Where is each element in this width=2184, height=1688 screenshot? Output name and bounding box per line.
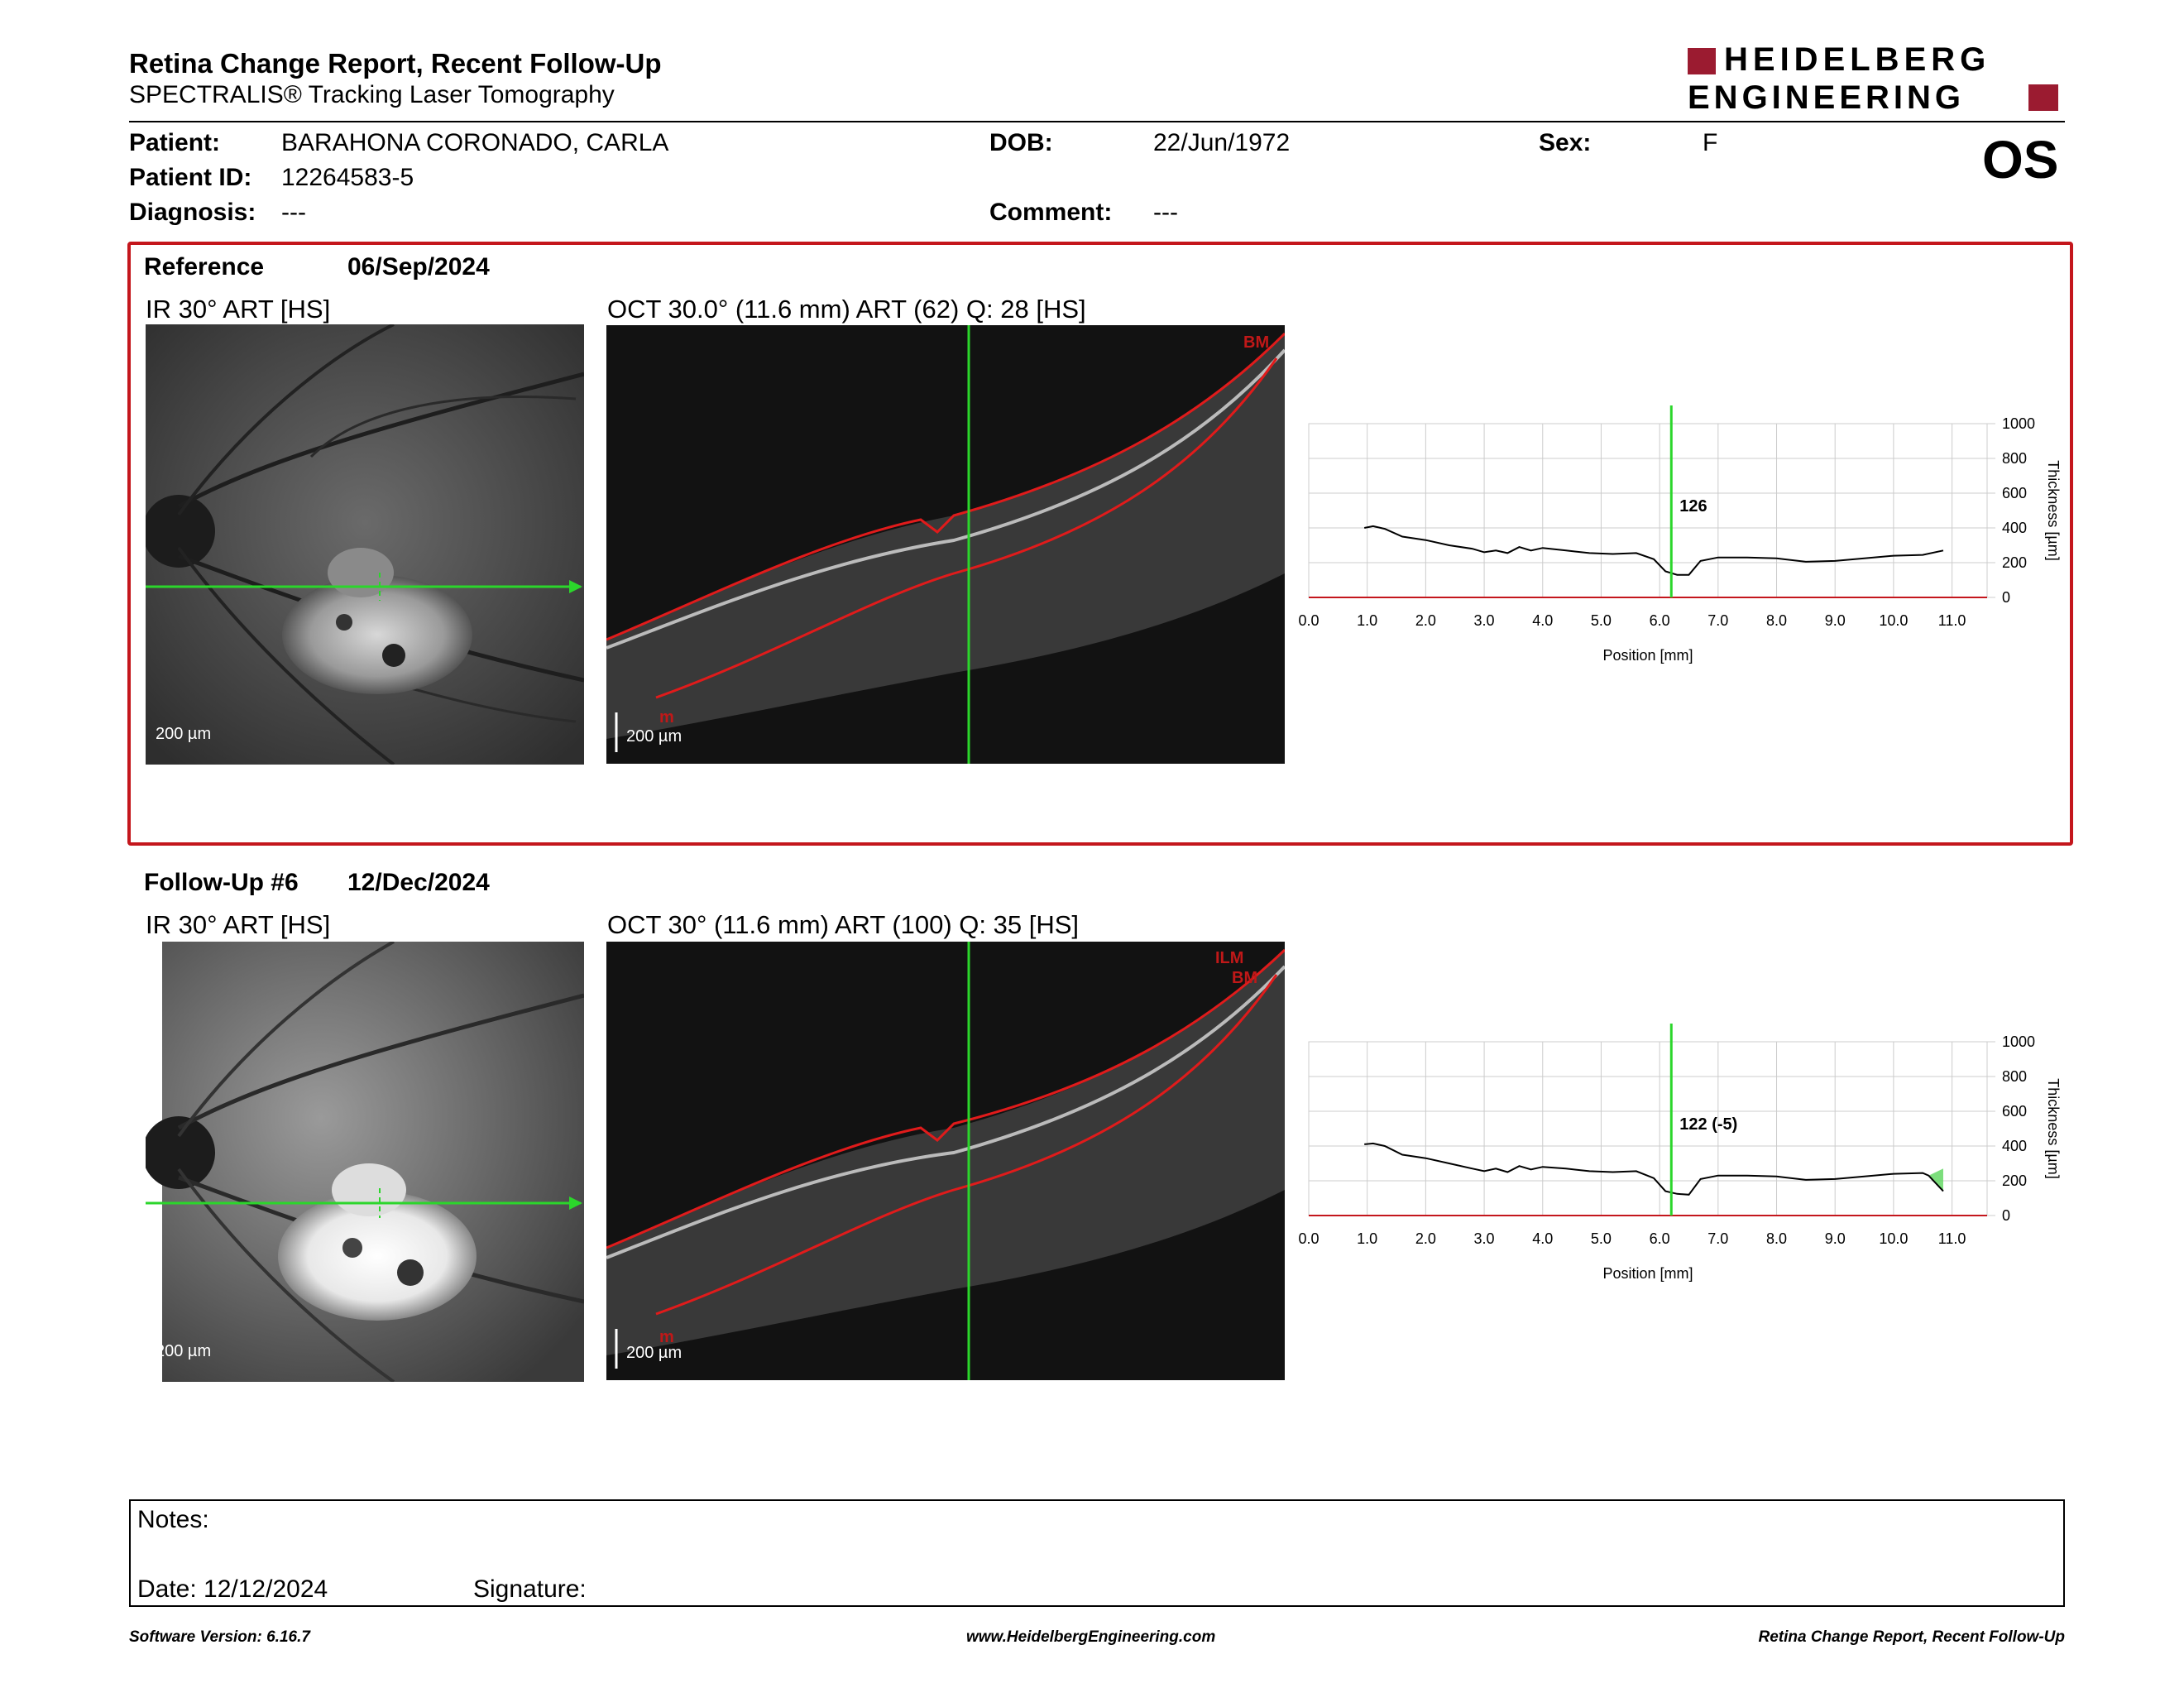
reference-date: 06/Sep/2024 <box>347 253 490 281</box>
followup-y-axis-label: Thickness [µm] <box>2045 1078 2062 1178</box>
reference-y-tick-label: 600 <box>2002 485 2027 501</box>
reference-x-axis-label: Position [mm] <box>1602 647 1693 664</box>
reference-x-tick-label: 9.0 <box>1825 612 1846 629</box>
comment-label: Comment: <box>989 199 1113 226</box>
reference-x-tick-label: 10.0 <box>1879 612 1908 629</box>
report-title: Retina Change Report, Recent Follow-Up <box>129 48 662 79</box>
followup-x-tick-label: 6.0 <box>1650 1230 1670 1247</box>
followup-date: 12/Dec/2024 <box>347 869 490 896</box>
reference-x-tick-label: 7.0 <box>1707 612 1728 629</box>
reference-y-tick-label: 800 <box>2002 450 2027 467</box>
followup-x-tick-label: 9.0 <box>1825 1230 1846 1247</box>
sex-label: Sex: <box>1539 129 1592 156</box>
reference-y-axis-label: Thickness [µm] <box>2045 460 2062 560</box>
followup-x-tick-label: 2.0 <box>1415 1230 1436 1247</box>
reference-y-tick-label: 1000 <box>2002 415 2035 432</box>
diagnosis-label: Diagnosis: <box>129 199 256 226</box>
notes-box[interactable]: Notes: Date: 12/12/2024 Signature: <box>129 1499 2065 1607</box>
followup-x-tick-label: 10.0 <box>1879 1230 1908 1247</box>
reference-thickness-chart: 0.0 1.0 2.0 3.0 4.0 5.0 6.0 7.0 8.0 9.0 10.0 11.0 0 2… <box>1298 405 2062 664</box>
reference-frame <box>127 242 2073 846</box>
reference-x-tick-label: 3.0 <box>1474 612 1495 629</box>
dob-label: DOB: <box>989 129 1053 156</box>
followup-y-tick-label: 200 <box>2002 1172 2027 1189</box>
sex-value: F <box>1703 129 1718 156</box>
followup-y-tick-label: 400 <box>2002 1138 2027 1154</box>
reference-ir-image[interactable]: 200 µm <box>146 324 584 765</box>
followup-y-tick-label: 0 <box>2002 1207 2010 1224</box>
reference-y-tick-label: 200 <box>2002 554 2027 571</box>
patient-id-label: Patient ID: <box>129 164 252 191</box>
reference-ir-caption: IR 30° ART [HS] <box>146 295 331 324</box>
followup-ir-scale: 200 µm <box>156 1342 212 1360</box>
reference-x-tick-label: 11.0 <box>1938 612 1966 629</box>
reference-marker-label: 126 <box>1679 497 1707 516</box>
patient-label: Patient: <box>129 129 221 156</box>
reference-thickness-line <box>1364 525 1944 576</box>
heidelberg-logo: HEIDELBERG ENGINEERING <box>1688 41 2068 117</box>
diagnosis-value: --- <box>281 199 306 226</box>
followup-oct-caption: OCT 30° (11.6 mm) ART (100) Q: 35 [HS] <box>607 910 1080 939</box>
followup-label: Follow-Up #6 <box>144 869 299 896</box>
notes-signature: Signature: <box>473 1575 587 1603</box>
reference-x-tick-label: 1.0 <box>1357 612 1377 629</box>
notes-date: Date: 12/12/2024 <box>137 1575 328 1603</box>
followup-y-tick-label: 1000 <box>2002 1033 2035 1050</box>
reference-layer-bm: BM <box>1243 333 1269 352</box>
followup-y-tick-label: 600 <box>2002 1103 2027 1120</box>
logo-square-bottom <box>2028 84 2058 111</box>
footer-website[interactable]: www.HeidelbergEngineering.com <box>966 1628 1216 1646</box>
followup-layer-ilm: ILM <box>1215 949 1243 967</box>
followup-x-tick-label: 8.0 <box>1766 1230 1787 1247</box>
followup-thickness-line <box>1364 1142 1944 1196</box>
logo-text-heidelberg: HEIDELBERG <box>1724 41 1991 78</box>
reference-y-tick-label: 400 <box>2002 520 2027 536</box>
followup-thickness-chart: 0.0 1.0 2.0 3.0 4.0 5.0 6.0 7.0 8.0 9.0 10.0 11.0 0 2… <box>1298 1024 2062 1282</box>
followup-ir-caption: IR 30° ART [HS] <box>146 910 331 939</box>
followup-chart-plot-area <box>1308 1041 1988 1216</box>
patient-name: BARAHONA CORONADO, CARLA <box>281 129 669 156</box>
followup-x-tick-label: 7.0 <box>1707 1230 1728 1247</box>
reference-x-tick-label: 6.0 <box>1650 612 1670 629</box>
footer-software-version: Software Version: 6.16.7 <box>129 1628 310 1646</box>
followup-oct-scale: 200 µm <box>626 1344 682 1362</box>
followup-x-axis-label: Position [mm] <box>1602 1265 1693 1282</box>
followup-x-tick-label: 4.0 <box>1532 1230 1553 1247</box>
followup-x-tick-label: 1.0 <box>1357 1230 1377 1247</box>
reference-x-tick-label: 0.0 <box>1298 612 1319 629</box>
reference-oct-caption: OCT 30.0° (11.6 mm) ART (62) Q: 28 [HS] <box>607 295 1086 324</box>
reference-x-tick-label: 4.0 <box>1532 612 1553 629</box>
logo-square-top <box>1688 48 1716 74</box>
followup-x-tick-label: 0.0 <box>1298 1230 1319 1247</box>
reference-ir-scale: 200 µm <box>156 725 212 743</box>
reference-oct-scale: 200 µm <box>626 727 682 746</box>
followup-y-tick-label: 800 <box>2002 1068 2027 1085</box>
reference-x-tick-label: 8.0 <box>1766 612 1787 629</box>
comment-value: --- <box>1153 199 1178 226</box>
footer-report-name: Retina Change Report, Recent Follow-Up <box>1758 1628 2065 1646</box>
followup-layer-m: m <box>659 1328 674 1346</box>
dob-value: 22/Jun/1972 <box>1153 129 1291 156</box>
reference-x-tick-label: 5.0 <box>1591 612 1612 629</box>
followup-ir-image[interactable]: 200 µm <box>146 942 584 1382</box>
followup-oct-image[interactable]: ILM BM m 200 µm <box>606 942 1285 1380</box>
reference-x-tick-label: 2.0 <box>1415 612 1436 629</box>
followup-x-tick-label: 11.0 <box>1938 1230 1966 1247</box>
reference-y-tick-label: 0 <box>2002 589 2010 606</box>
followup-change-area <box>1928 1168 1943 1192</box>
report-subtitle: SPECTRALIS® Tracking Laser Tomography <box>129 81 615 108</box>
patient-id-value: 12264583-5 <box>281 164 414 191</box>
followup-x-tick-label: 3.0 <box>1474 1230 1495 1247</box>
followup-layer-bm: BM <box>1232 969 1257 987</box>
followup-marker-label: 122 (-5) <box>1679 1115 1737 1134</box>
eye-indicator: OS <box>1982 130 2059 189</box>
reference-layer-m: m <box>659 708 674 727</box>
reference-oct-image[interactable]: BM m 200 µm <box>606 325 1285 764</box>
header-divider <box>129 121 2065 122</box>
notes-label: Notes: <box>137 1506 209 1533</box>
followup-x-tick-label: 5.0 <box>1591 1230 1612 1247</box>
logo-text-engineering: ENGINEERING <box>1688 79 1966 116</box>
reference-chart-plot-area <box>1308 423 1988 598</box>
reference-label: Reference <box>144 253 265 281</box>
